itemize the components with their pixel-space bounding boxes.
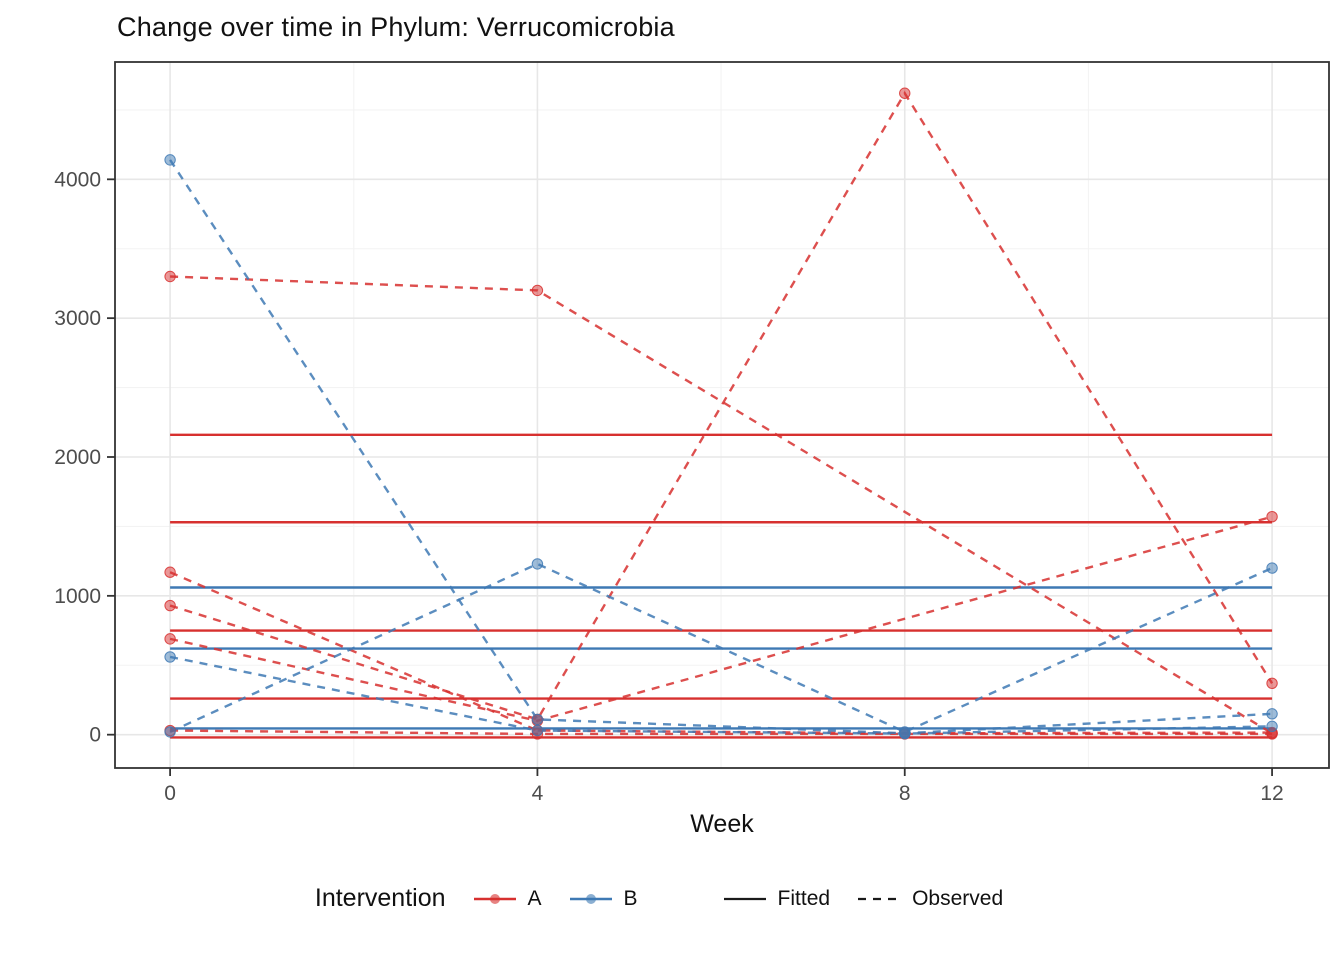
- legend-label-a: A: [527, 886, 542, 910]
- svg-text:2000: 2000: [54, 446, 101, 469]
- observed-line-B2: [169, 562, 1273, 734]
- observed-point-B1: [164, 154, 176, 166]
- observed-point-A3: [164, 633, 176, 645]
- observed-line-B1: [169, 159, 1273, 735]
- observed-line-A5: [170, 729, 1273, 736]
- observed-point-B3: [164, 651, 176, 663]
- svg-text:4000: 4000: [54, 168, 101, 191]
- chart-title: Change over time in Phylum: Verrucomicro…: [117, 12, 675, 42]
- legend: Intervention A B Fitted: [0, 884, 1344, 913]
- observed-point-B2: [164, 726, 176, 738]
- observed-point-B2: [531, 558, 544, 570]
- observed-point-A1: [531, 284, 544, 297]
- legend-item-fitted: Fitted: [722, 886, 831, 911]
- observed-line-A2: [169, 90, 1274, 721]
- legend-label-fitted: Fitted: [777, 886, 831, 910]
- observed-point-B1: [1266, 708, 1278, 720]
- legend-label-b: B: [623, 886, 638, 910]
- group-a-key-icon: [473, 893, 516, 904]
- svg-text:1000: 1000: [54, 585, 101, 608]
- observed-point-A1: [164, 270, 176, 283]
- observed-point-A2: [899, 87, 911, 99]
- legend-title: Intervention: [314, 884, 446, 912]
- svg-text:3000: 3000: [54, 307, 101, 330]
- svg-text:0: 0: [164, 782, 176, 805]
- observed-point-A2: [1266, 677, 1278, 690]
- observed-point-B3: [531, 724, 544, 737]
- observed-point-A2: [164, 599, 176, 612]
- observed-point-B3: [1266, 720, 1278, 733]
- svg-text:0: 0: [89, 724, 101, 747]
- legend-item-observed: Observed: [856, 887, 1003, 911]
- observed-point-A3: [1266, 511, 1278, 523]
- observed-point-A4: [164, 566, 176, 578]
- svg-text:12: 12: [1260, 782, 1283, 805]
- svg-text:8: 8: [899, 782, 911, 805]
- group-b-key-icon: [569, 893, 612, 904]
- observed-point-B2: [1266, 562, 1278, 574]
- legend-item-group-b: B: [568, 887, 638, 911]
- plot-area: 0 1000 2000 3000 4000 0 4 8 12: [54, 61, 1330, 805]
- legend-label-observed: Observed: [912, 886, 1004, 910]
- svg-text:4: 4: [532, 782, 544, 805]
- x-axis-label: Week: [690, 810, 754, 838]
- observed-point-B1: [531, 713, 544, 726]
- observed-point-B3: [899, 727, 911, 740]
- observed-line-B3: [169, 655, 1273, 735]
- fitted-line-key-icon: [723, 897, 766, 900]
- observed-line-key-icon: [858, 897, 901, 900]
- legend-item-group-a: A: [472, 887, 542, 911]
